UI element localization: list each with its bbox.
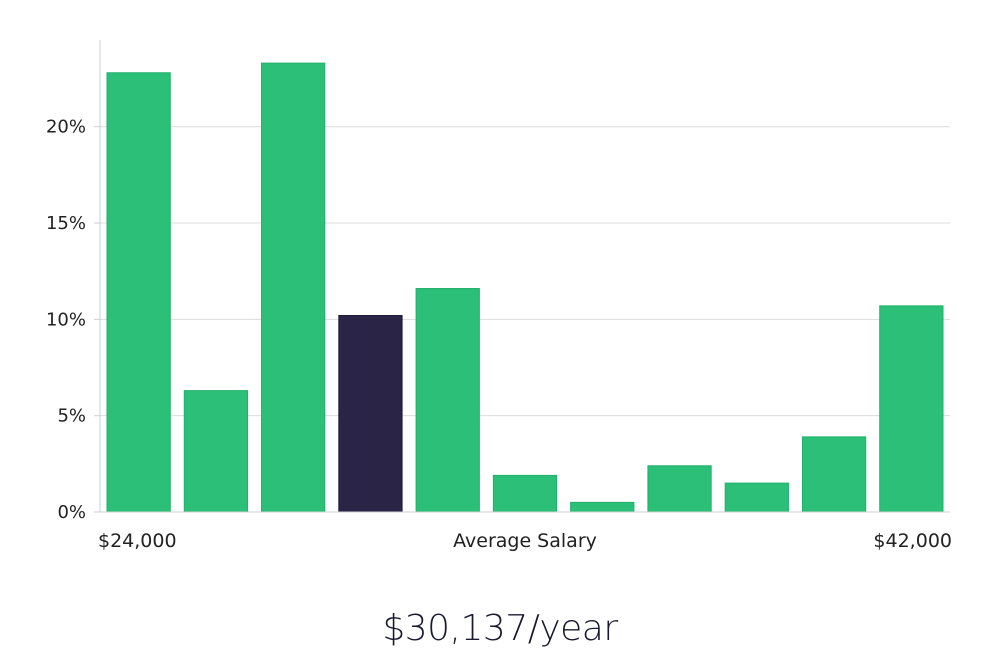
bar-6: [492, 474, 558, 513]
bar-2: [183, 390, 249, 513]
bar-5: [415, 288, 480, 513]
bar-1: [106, 72, 171, 513]
bar-7: [570, 501, 635, 513]
axes: [94, 40, 950, 513]
x-start-label: $24,000: [98, 530, 177, 552]
bar-highlighted: [338, 314, 403, 513]
bar-9: [724, 482, 789, 513]
bar-10: [801, 436, 867, 513]
y-tick-label: 0%: [57, 502, 86, 523]
x-axis-title: Average Salary: [453, 530, 597, 552]
bars: [106, 62, 944, 513]
y-tick-label: 15%: [46, 213, 86, 234]
grid-lines: [100, 126, 950, 417]
bar-11: [879, 305, 944, 513]
y-tick-label: 10%: [46, 309, 86, 330]
y-tick-label: 5%: [57, 406, 86, 427]
x-end-label: $42,000: [873, 530, 952, 552]
y-tick-label: 20%: [46, 117, 86, 138]
average-salary-value: $30,137/year: [382, 608, 618, 649]
y-tick-labels: 0% 5% 10% 15% 20%: [46, 117, 100, 523]
bar-8: [647, 465, 712, 513]
bar-3: [261, 62, 326, 513]
